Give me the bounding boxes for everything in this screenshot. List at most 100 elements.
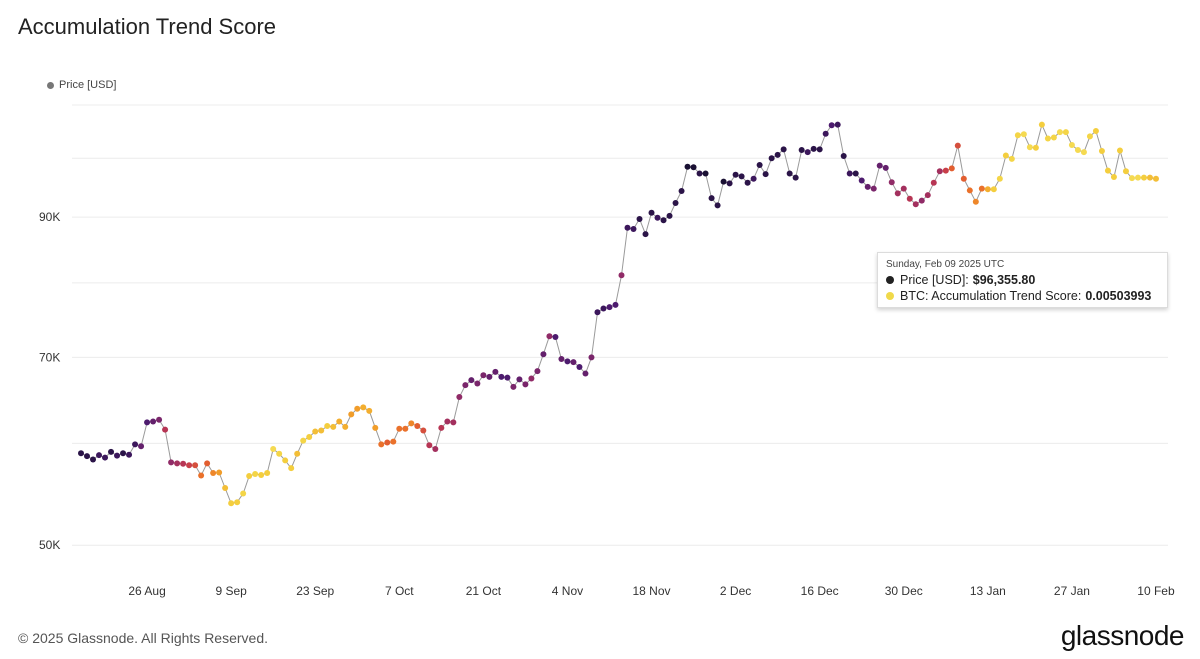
data-point[interactable]	[1020, 131, 1027, 138]
data-point[interactable]	[504, 374, 511, 381]
data-point[interactable]	[1140, 174, 1147, 181]
data-point[interactable]	[756, 162, 763, 169]
data-point[interactable]	[1080, 149, 1087, 156]
data-point[interactable]	[216, 469, 223, 476]
data-point[interactable]	[198, 472, 205, 479]
data-point[interactable]	[510, 383, 517, 390]
data-point[interactable]	[492, 368, 499, 375]
data-point[interactable]	[210, 470, 217, 477]
data-point[interactable]	[174, 460, 181, 467]
data-point[interactable]	[576, 364, 583, 371]
data-point[interactable]	[774, 151, 781, 158]
data-point[interactable]	[552, 334, 559, 341]
data-point[interactable]	[372, 424, 379, 431]
data-point[interactable]	[204, 460, 211, 467]
data-point[interactable]	[894, 190, 901, 197]
data-point[interactable]	[912, 201, 919, 208]
data-point[interactable]	[114, 452, 121, 459]
data-point[interactable]	[354, 405, 361, 412]
data-point[interactable]	[924, 192, 931, 199]
data-point[interactable]	[612, 301, 619, 308]
data-point[interactable]	[312, 428, 319, 435]
data-point[interactable]	[516, 376, 523, 383]
data-point[interactable]	[486, 373, 493, 380]
data-point[interactable]	[1026, 144, 1033, 151]
data-point[interactable]	[708, 195, 715, 202]
data-point[interactable]	[918, 197, 925, 204]
data-point[interactable]	[1044, 135, 1051, 142]
data-point[interactable]	[822, 130, 829, 137]
data-point[interactable]	[882, 164, 889, 171]
data-point[interactable]	[462, 382, 469, 389]
data-point[interactable]	[870, 185, 877, 192]
data-point[interactable]	[798, 146, 805, 153]
data-point[interactable]	[978, 185, 985, 192]
data-point[interactable]	[240, 490, 247, 497]
data-point[interactable]	[474, 380, 481, 387]
data-point[interactable]	[1062, 129, 1069, 136]
data-point[interactable]	[960, 175, 967, 182]
data-point[interactable]	[558, 355, 565, 362]
data-point[interactable]	[570, 359, 577, 366]
data-point[interactable]	[306, 433, 313, 440]
data-point[interactable]	[780, 146, 787, 153]
data-point[interactable]	[438, 424, 445, 431]
data-point[interactable]	[888, 179, 895, 186]
data-point[interactable]	[1050, 134, 1057, 141]
data-point[interactable]	[234, 499, 241, 506]
data-point[interactable]	[738, 173, 745, 180]
data-point[interactable]	[786, 170, 793, 177]
data-point[interactable]	[546, 333, 553, 340]
data-point[interactable]	[246, 472, 253, 479]
data-point[interactable]	[1002, 152, 1009, 159]
data-point[interactable]	[456, 394, 463, 401]
data-point[interactable]	[132, 441, 139, 448]
data-point[interactable]	[534, 368, 541, 375]
data-point[interactable]	[930, 179, 937, 186]
data-point[interactable]	[324, 423, 331, 430]
data-point[interactable]	[348, 411, 355, 418]
data-point[interactable]	[138, 443, 145, 450]
data-point[interactable]	[594, 309, 601, 316]
data-point[interactable]	[366, 407, 373, 414]
data-point[interactable]	[282, 457, 289, 464]
data-point[interactable]	[900, 185, 907, 192]
data-point[interactable]	[726, 180, 733, 187]
data-point[interactable]	[732, 171, 739, 178]
data-point[interactable]	[180, 460, 187, 467]
data-point[interactable]	[1134, 174, 1141, 181]
data-point[interactable]	[630, 225, 637, 232]
data-point[interactable]	[1146, 174, 1153, 181]
data-point[interactable]	[168, 459, 175, 466]
data-point[interactable]	[390, 438, 397, 445]
data-point[interactable]	[1098, 148, 1105, 155]
data-point[interactable]	[408, 420, 415, 427]
data-point[interactable]	[360, 404, 367, 411]
data-point[interactable]	[102, 454, 109, 461]
data-point[interactable]	[804, 149, 811, 156]
data-point[interactable]	[432, 446, 439, 453]
data-point[interactable]	[276, 450, 283, 457]
data-point[interactable]	[468, 377, 475, 384]
data-point[interactable]	[666, 212, 673, 219]
data-point[interactable]	[714, 202, 721, 209]
data-point[interactable]	[156, 416, 163, 423]
data-point[interactable]	[696, 170, 703, 177]
data-point[interactable]	[588, 354, 595, 361]
data-point[interactable]	[330, 423, 337, 430]
data-point[interactable]	[1116, 147, 1123, 154]
data-point[interactable]	[540, 351, 547, 358]
data-point[interactable]	[852, 170, 859, 177]
data-point[interactable]	[582, 370, 589, 377]
data-point[interactable]	[264, 470, 271, 477]
data-point[interactable]	[222, 484, 229, 491]
data-point[interactable]	[1104, 167, 1111, 174]
data-point[interactable]	[252, 471, 259, 478]
data-point[interactable]	[120, 450, 127, 457]
data-point[interactable]	[1032, 144, 1039, 151]
data-point[interactable]	[108, 448, 115, 455]
data-point[interactable]	[720, 178, 727, 185]
data-point[interactable]	[672, 199, 679, 206]
data-point[interactable]	[954, 142, 961, 149]
